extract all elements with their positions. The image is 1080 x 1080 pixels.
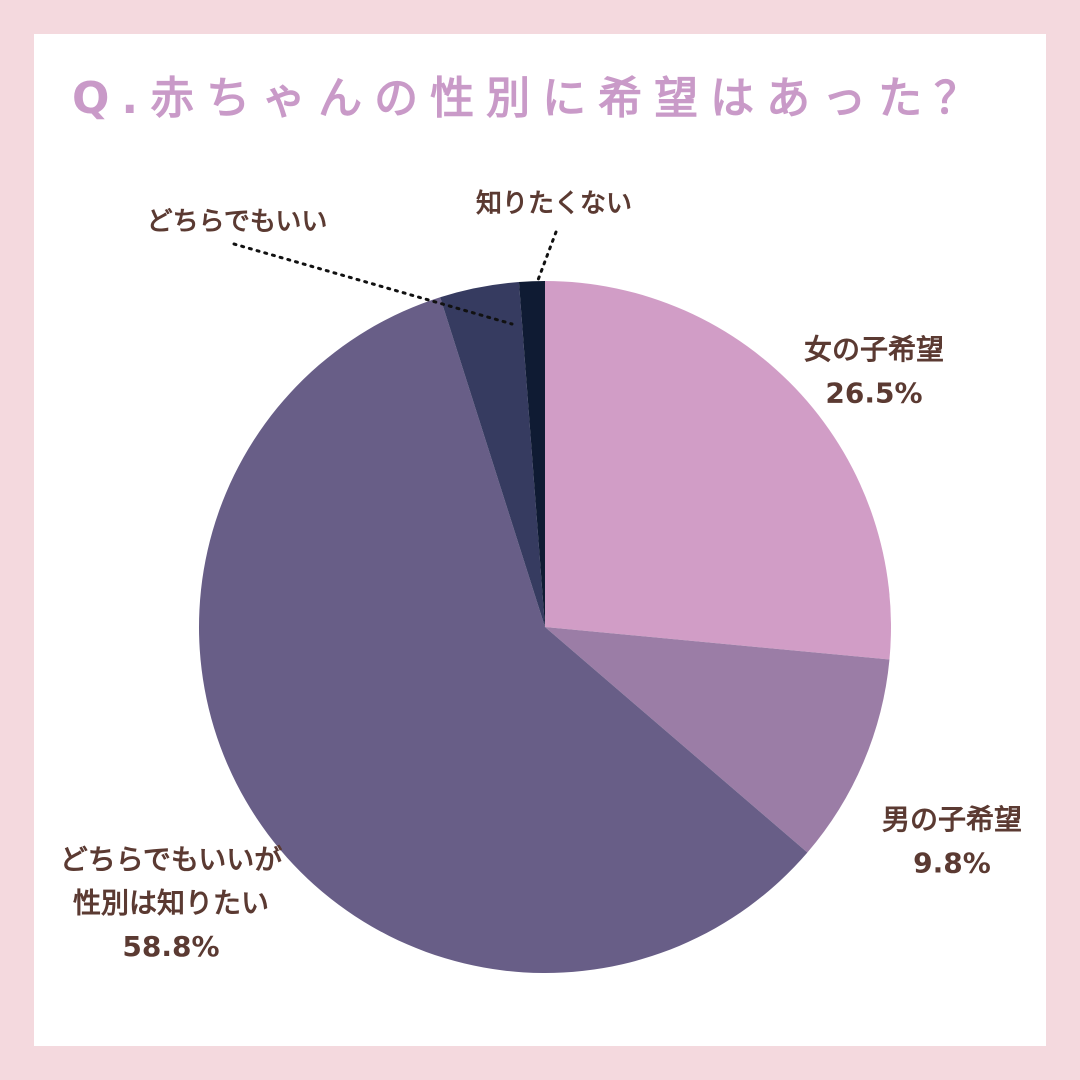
pie-slice: [198, 297, 808, 973]
slice-label: 知りたくない: [476, 189, 632, 219]
leader-lines: [232, 230, 558, 326]
leader-line: [232, 242, 514, 326]
chart-panel: Q.赤ちゃんの性別に希望はあった？ 女の子希望 26.5% 男の子希望 9.8% どちら…: [34, 34, 1046, 1046]
slice-label: どちらでもいい: [147, 207, 328, 237]
pie-slice: [545, 281, 891, 660]
chart-title: Q.赤ちゃんの性別に希望はあった？: [72, 73, 991, 124]
slice-label: 性別は知りたい: [73, 886, 269, 919]
slice-value-label: 9.8%: [913, 846, 991, 879]
pie-slice: [440, 281, 545, 627]
pie-slices: [198, 281, 891, 973]
pie-slice: [545, 627, 890, 853]
slice-value-label: 58.8%: [122, 930, 219, 963]
slice-label: 女の子希望: [804, 333, 944, 366]
slice-label: 男の子希望: [882, 803, 1022, 836]
slice-value-label: 26.5%: [825, 376, 922, 409]
leader-line: [536, 230, 558, 282]
slice-label: どちらでもいいが: [60, 843, 283, 876]
pie-slice: [518, 281, 545, 627]
